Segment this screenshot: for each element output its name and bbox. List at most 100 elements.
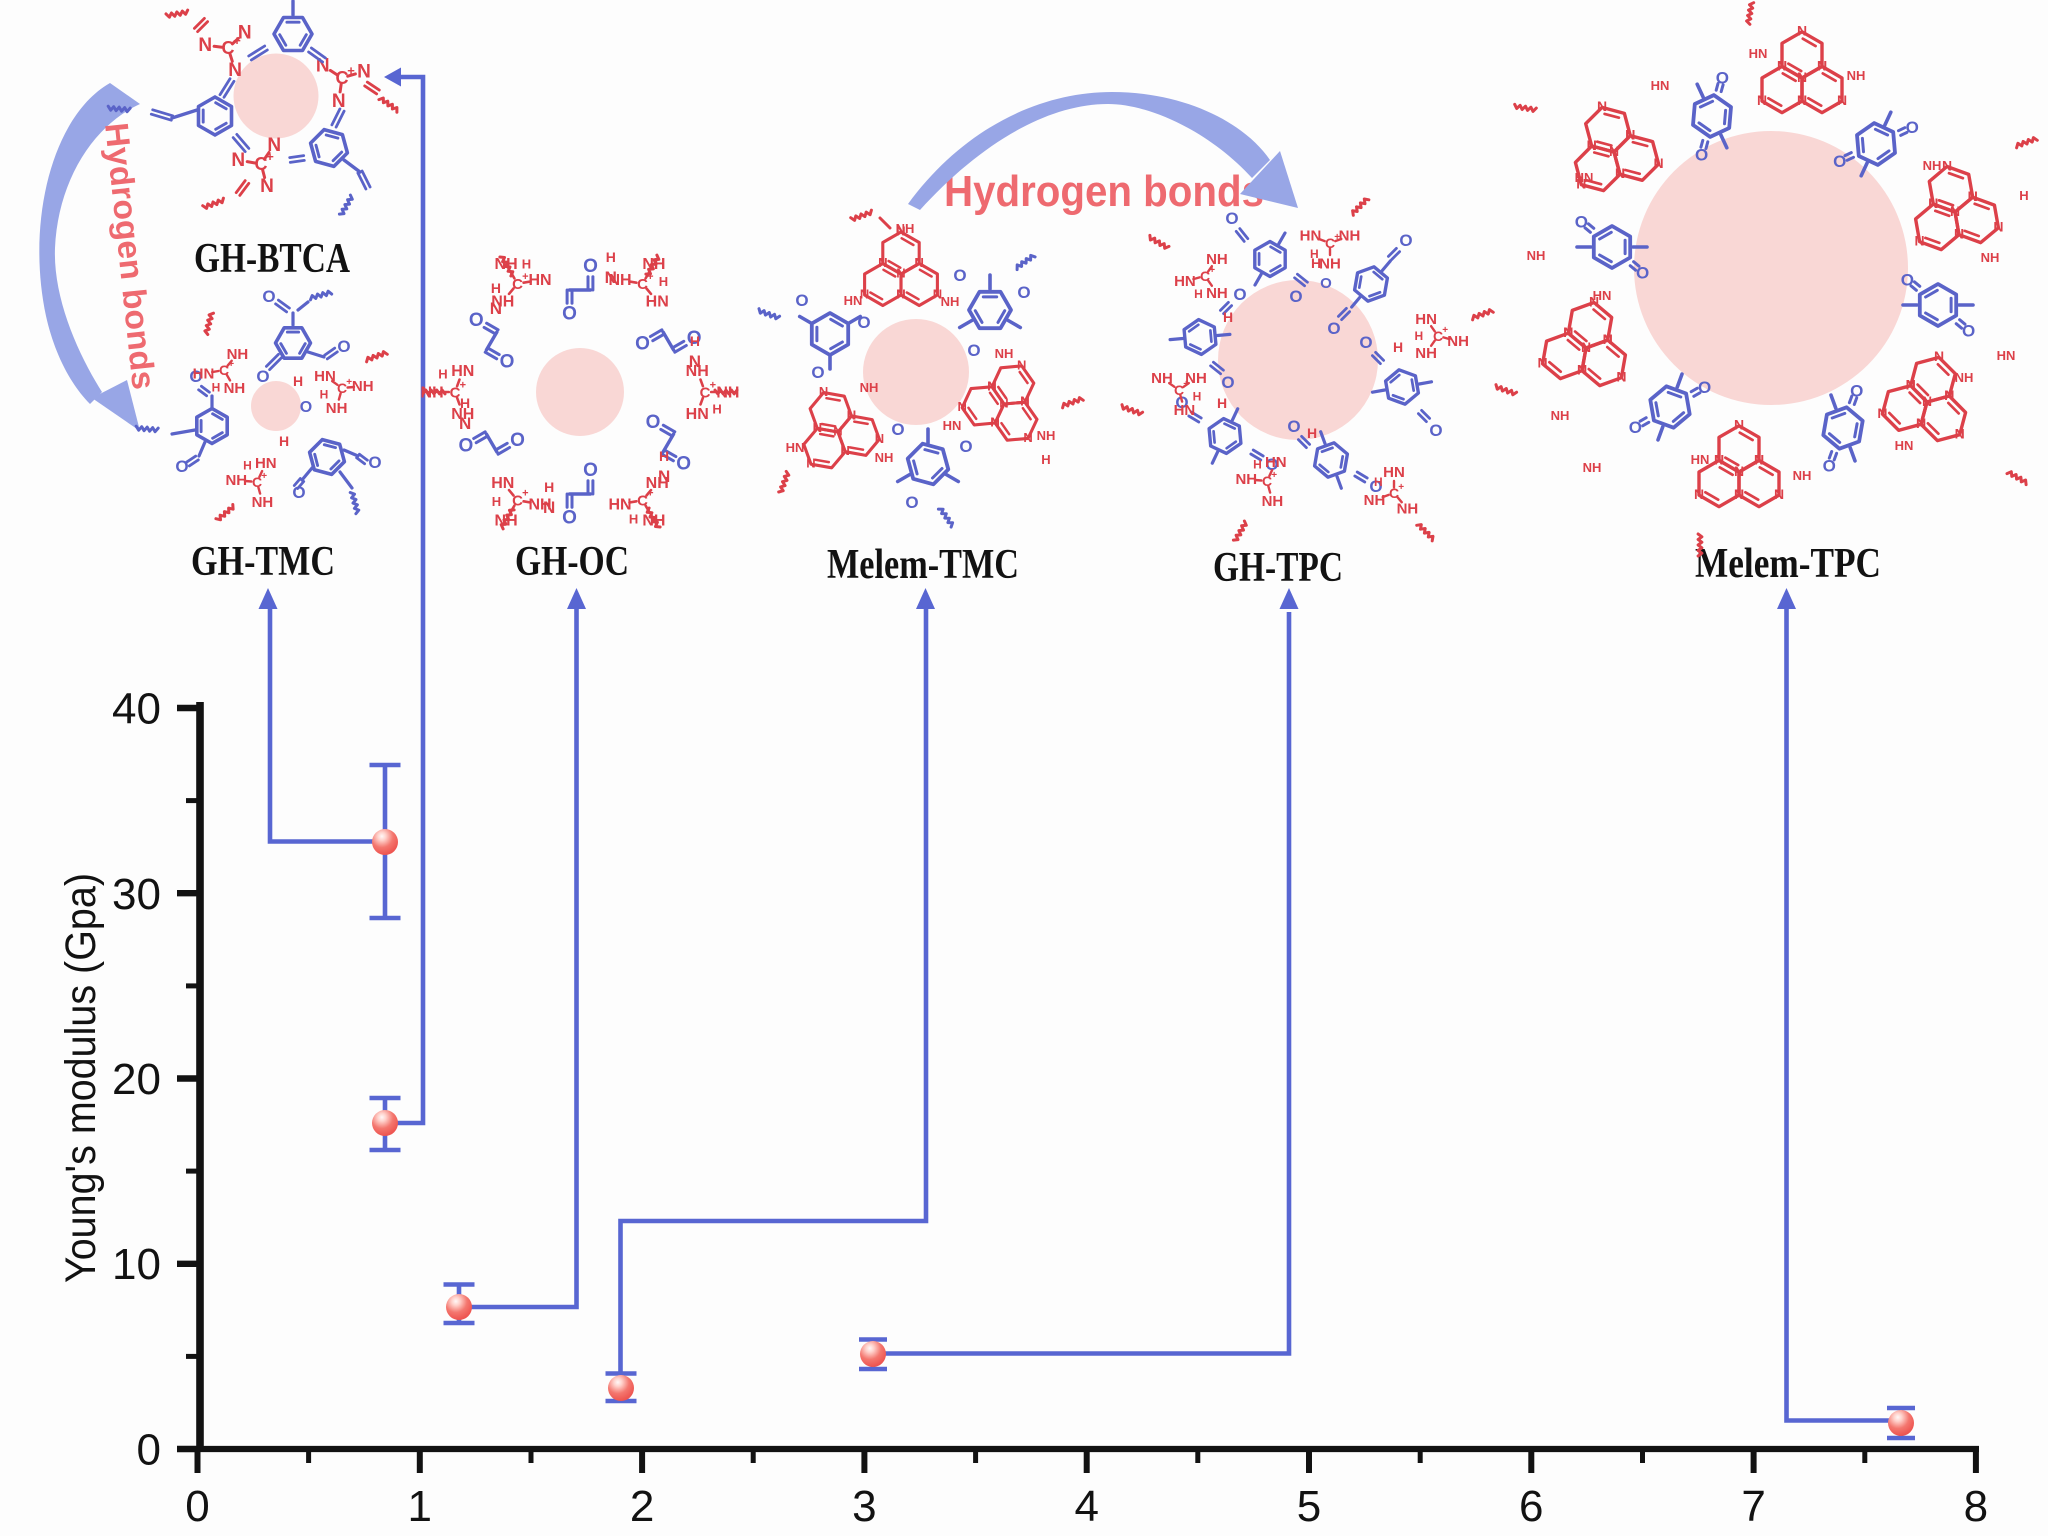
- svg-text:+: +: [228, 359, 234, 370]
- svg-text:NH: NH: [528, 497, 551, 514]
- svg-text:C: C: [637, 493, 648, 510]
- svg-text:H: H: [629, 511, 638, 526]
- svg-text:HN: HN: [451, 363, 474, 380]
- svg-text:C: C: [512, 493, 523, 510]
- svg-text:O: O: [337, 337, 350, 356]
- svg-text:30: 30: [112, 870, 161, 919]
- svg-text:N: N: [1581, 339, 1591, 355]
- svg-text:N: N: [1954, 226, 1964, 242]
- svg-text:N: N: [198, 35, 212, 56]
- svg-text:O: O: [1221, 373, 1234, 392]
- svg-text:+: +: [261, 471, 267, 482]
- svg-text:HN: HN: [1997, 348, 2016, 363]
- svg-text:NH: NH: [326, 400, 348, 417]
- svg-text:+: +: [233, 33, 241, 48]
- svg-text:6: 6: [1519, 1482, 1543, 1531]
- svg-text:HN: HN: [1300, 228, 1322, 245]
- svg-text:N: N: [1017, 357, 1026, 372]
- svg-text:N: N: [1654, 155, 1664, 171]
- svg-text:O: O: [500, 352, 515, 373]
- svg-text:HN: HN: [193, 365, 215, 382]
- svg-text:NH: NH: [1415, 345, 1437, 362]
- svg-text:+: +: [1271, 470, 1277, 481]
- svg-text:C: C: [512, 276, 523, 293]
- svg-text:N: N: [896, 266, 905, 281]
- svg-text:O: O: [687, 328, 702, 349]
- svg-text:H: H: [1217, 395, 1227, 411]
- svg-text:GH-TMC: GH-TMC: [191, 539, 335, 585]
- svg-text:O: O: [1429, 421, 1442, 440]
- svg-text:7: 7: [1741, 1482, 1765, 1531]
- svg-text:H: H: [1253, 457, 1262, 471]
- svg-text:O: O: [562, 303, 577, 324]
- svg-text:C: C: [336, 68, 349, 88]
- svg-text:O: O: [583, 256, 598, 277]
- svg-text:NH: NH: [1923, 158, 1942, 173]
- svg-text:N: N: [260, 176, 274, 197]
- svg-text:N: N: [605, 268, 617, 287]
- svg-text:HN: HN: [1749, 46, 1768, 61]
- svg-text:O: O: [1359, 333, 1372, 352]
- svg-text:N: N: [658, 467, 670, 486]
- svg-text:H: H: [1414, 329, 1423, 343]
- svg-text:C: C: [1200, 268, 1210, 284]
- svg-text:NH: NH: [860, 380, 879, 395]
- svg-text:N: N: [1577, 362, 1587, 378]
- svg-text:NH: NH: [1206, 251, 1228, 268]
- svg-text:+: +: [1398, 482, 1404, 493]
- svg-text:H: H: [1194, 287, 1203, 301]
- svg-text:HN: HN: [528, 272, 551, 289]
- svg-text:O: O: [1833, 152, 1846, 171]
- svg-text:H: H: [1223, 309, 1233, 325]
- svg-text:H: H: [492, 494, 501, 509]
- svg-text:O: O: [583, 460, 598, 481]
- svg-text:N: N: [999, 396, 1008, 411]
- svg-text:N: N: [1754, 451, 1764, 467]
- svg-text:NH: NH: [1397, 501, 1419, 518]
- svg-text:C: C: [1389, 485, 1399, 501]
- svg-text:O: O: [1695, 146, 1708, 165]
- svg-text:+: +: [522, 488, 528, 500]
- svg-text:H: H: [1374, 475, 1383, 489]
- svg-text:N: N: [543, 498, 555, 517]
- svg-text:N: N: [1993, 219, 2003, 235]
- svg-text:+: +: [1334, 232, 1340, 243]
- svg-text:N: N: [267, 135, 281, 156]
- svg-text:N: N: [1797, 69, 1807, 85]
- svg-text:O: O: [262, 287, 275, 306]
- svg-text:+: +: [346, 377, 352, 388]
- svg-text:NH: NH: [225, 472, 247, 489]
- svg-text:N: N: [987, 378, 996, 393]
- svg-text:10: 10: [112, 1240, 161, 1289]
- svg-text:N: N: [1734, 417, 1744, 433]
- svg-text:N: N: [1942, 157, 1952, 173]
- svg-text:HN: HN: [686, 406, 709, 423]
- svg-text:N: N: [1757, 92, 1767, 108]
- svg-text:H: H: [279, 433, 289, 449]
- svg-text:H: H: [606, 249, 616, 265]
- svg-text:NH: NH: [686, 363, 709, 380]
- svg-text:40: 40: [112, 685, 161, 734]
- svg-text:H: H: [491, 280, 501, 296]
- svg-text:N: N: [1934, 348, 1944, 364]
- svg-text:H: H: [1193, 390, 1202, 404]
- svg-text:O: O: [1265, 455, 1278, 474]
- svg-text:GH-TPC: GH-TPC: [1213, 545, 1343, 591]
- svg-text:O: O: [256, 367, 269, 386]
- svg-text:0: 0: [185, 1482, 209, 1531]
- svg-text:NH: NH: [1206, 285, 1228, 302]
- svg-text:O: O: [1225, 209, 1238, 228]
- svg-text:H: H: [712, 401, 721, 416]
- svg-text:N: N: [1915, 233, 1925, 249]
- svg-text:N: N: [1777, 57, 1787, 73]
- svg-text:2: 2: [630, 1482, 654, 1531]
- svg-text:O: O: [189, 367, 202, 386]
- svg-text:H: H: [544, 479, 554, 495]
- svg-text:N: N: [1563, 324, 1573, 340]
- svg-text:N: N: [1906, 377, 1916, 393]
- svg-text:8: 8: [1964, 1482, 1988, 1531]
- svg-text:NH: NH: [451, 406, 474, 423]
- svg-text:HN: HN: [1174, 273, 1196, 290]
- svg-text:NH: NH: [1364, 492, 1386, 509]
- svg-text:N: N: [875, 431, 884, 446]
